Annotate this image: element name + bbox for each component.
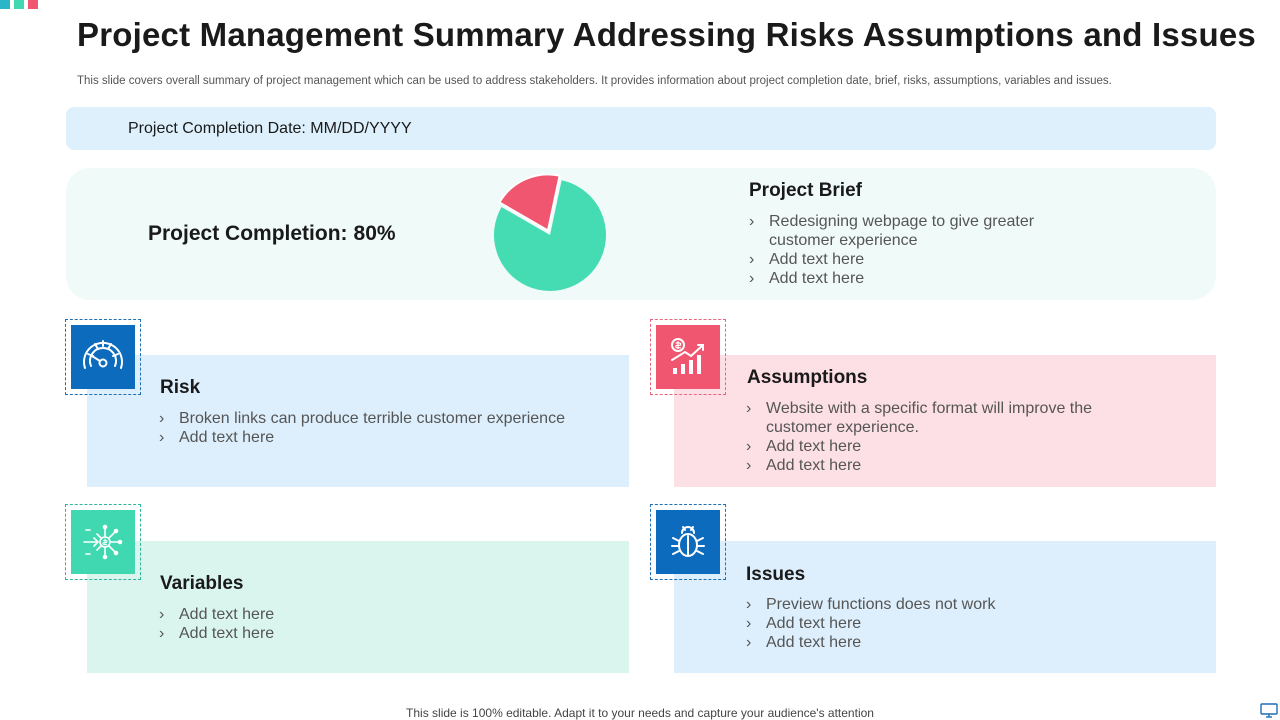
list-item: Preview functions does not work [746,595,1126,614]
assumptions-icon-frame [650,319,726,395]
page-title: Project Management Summary Addressing Ri… [77,16,1256,53]
completion-label-text: Project Completion: [148,222,348,245]
list-item: Redesigning webpage to give greater cust… [749,212,1069,250]
completion-pie-chart [494,173,606,291]
assumptions-list: Website with a specific format will impr… [746,399,1126,475]
issues-title: Issues [746,564,806,585]
project-brief-title: Project Brief [749,180,862,201]
completion-date-bar: Project Completion Date: MM/DD/YYYY [66,107,1216,150]
corner-accent-pink [28,0,38,9]
completion-date-text: Project Completion Date: MM/DD/YYYY [128,120,412,137]
footer-note: This slide is 100% editable. Adapt it to… [406,706,874,720]
variables-list: Add text here Add text here [159,605,459,643]
risk-title: Risk [160,377,201,398]
growth-chart-icon [671,338,704,374]
risk-icon-frame [65,319,141,395]
list-item: Add text here [746,614,1126,633]
issues-icon-frame [650,504,726,580]
list-item: Add text here [159,605,459,624]
pie-slice-completed [494,180,606,291]
gauge-icon [83,340,123,369]
list-item: Broken links can produce terrible custom… [159,409,599,428]
list-item: Website with a specific format will impr… [746,399,1126,437]
list-item: Add text here [749,269,1069,288]
monitor-icon[interactable] [1260,703,1278,718]
bug-icon [671,526,705,557]
variables-title: Variables [160,573,244,594]
issues-list: Preview functions does not work Add text… [746,595,1126,652]
completion-label: Project Completion: 80% [148,222,396,246]
project-brief-list: Redesigning webpage to give greater cust… [749,212,1069,288]
list-item: Add text here [159,428,599,447]
list-item: Add text here [746,456,1126,475]
completion-value: 80% [353,222,396,245]
list-item: Add text here [746,437,1126,456]
list-item: Add text here [159,624,459,643]
corner-accent-green [14,0,24,9]
network-dollar-icon [83,524,123,560]
variables-icon-frame [65,504,141,580]
page-subtitle: This slide covers overall summary of pro… [77,75,1112,87]
pie-slice-remaining [498,173,561,232]
list-item: Add text here [749,250,1069,269]
assumptions-title: Assumptions [747,367,868,388]
corner-accent-teal [0,0,10,9]
list-item: Add text here [746,633,1126,652]
risk-list: Broken links can produce terrible custom… [159,409,599,447]
